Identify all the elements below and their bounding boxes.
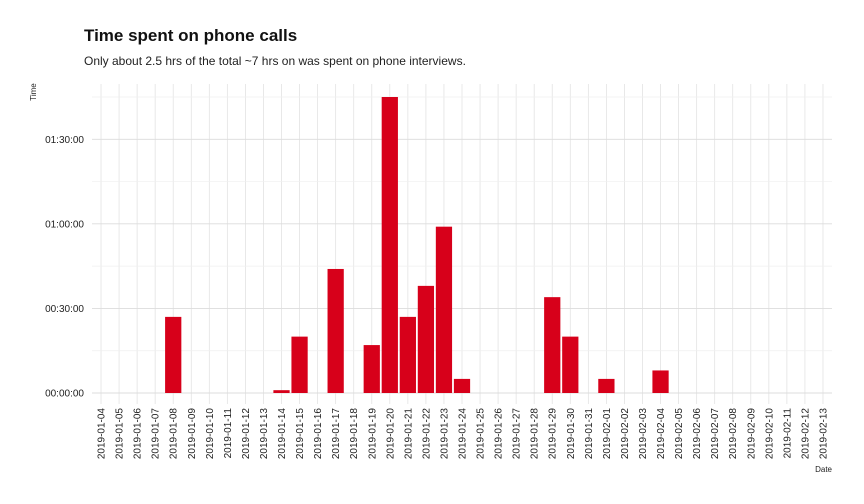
x-tick-label: 2019-02-08 [728, 408, 739, 460]
x-tick-label: 2019-01-11 [223, 408, 234, 459]
x-tick-label: 2019-01-20 [385, 408, 396, 460]
x-tick-label: 2019-01-16 [313, 408, 324, 460]
x-tick-label: 2019-02-12 [800, 408, 811, 460]
y-tick-label: 00:00:00 [45, 389, 84, 400]
x-tick-label: 2019-01-26 [494, 408, 505, 460]
bar [165, 316, 182, 393]
y-tick-labels: 00:00:00 00:30:00 01:00:00 01:30:00 [45, 135, 84, 400]
bar [291, 336, 308, 393]
y-axis-label: Time [29, 83, 38, 101]
x-tick-label: 2019-02-02 [620, 408, 631, 460]
x-axis-label: Date [815, 465, 832, 474]
x-tick-label: 2019-01-23 [439, 408, 450, 460]
x-tick-label: 2019-02-04 [656, 408, 667, 460]
x-tick-label: 2019-01-30 [566, 408, 577, 460]
grid-layer [92, 84, 832, 404]
x-tick-label: 2019-02-09 [746, 408, 757, 460]
x-tick-label: 2019-02-03 [638, 408, 649, 460]
x-tick-label: 2019-02-05 [674, 408, 685, 460]
x-tick-label: 2019-01-17 [331, 408, 342, 460]
x-tick-label: 2019-01-06 [133, 408, 144, 460]
x-tick-label: 2019-01-31 [584, 408, 595, 460]
x-tick-label: 2019-01-04 [97, 408, 108, 460]
x-tick-label: 2019-02-10 [764, 408, 775, 460]
x-tick-label: 2019-01-15 [295, 408, 306, 460]
x-tick-label: 2019-01-29 [548, 408, 559, 460]
bar [562, 336, 579, 393]
bar [327, 268, 344, 393]
x-tick-label: 2019-01-08 [169, 408, 180, 460]
x-tick-label: 2019-01-28 [530, 408, 541, 460]
bar [544, 297, 561, 393]
x-tick-label: 2019-01-18 [349, 408, 360, 460]
y-tick-label: 00:30:00 [45, 304, 84, 315]
bar [381, 97, 398, 393]
x-tick-label: 2019-01-13 [259, 408, 270, 460]
x-tick-label: 2019-01-22 [421, 408, 432, 460]
x-tick-label: 2019-01-09 [187, 408, 198, 460]
bar [417, 285, 435, 393]
bar [273, 390, 290, 393]
x-tick-label: 2019-01-21 [403, 408, 414, 460]
x-tick-label: 2019-02-06 [692, 408, 703, 460]
x-tick-label: 2019-01-07 [151, 408, 162, 460]
y-tick-label: 01:30:00 [45, 135, 84, 146]
bar [652, 370, 669, 393]
bar [598, 378, 615, 393]
x-tick-label: 2019-01-25 [476, 408, 487, 460]
x-tick-label: 2019-01-24 [458, 408, 469, 460]
x-tick-label: 2019-01-05 [115, 408, 126, 460]
bars-layer [165, 97, 669, 393]
x-tick-labels: 2019-01-04 2019-01-05 2019-01-06 2019-01-07… [97, 408, 830, 460]
x-tick-label: 2019-01-27 [512, 408, 523, 460]
y-tick-label: 01:00:00 [45, 219, 84, 230]
chart-subtitle: Only about 2.5 hrs of the total ~7 hrs o… [84, 54, 466, 68]
bar [453, 378, 471, 393]
x-tick-label: 2019-02-01 [602, 408, 613, 460]
x-tick-label: 2019-01-12 [241, 408, 252, 460]
x-tick-label: 2019-01-19 [367, 408, 378, 460]
x-tick-label: 2019-02-11 [782, 408, 793, 459]
x-tick-label: 2019-02-07 [710, 408, 721, 460]
x-tick-label: 2019-02-13 [818, 408, 829, 460]
bar [399, 316, 416, 393]
x-tick-label: 2019-01-10 [205, 408, 216, 460]
x-tick-label: 2019-01-14 [277, 408, 288, 460]
bar [363, 345, 380, 393]
bar [435, 226, 453, 393]
chart-title: Time spent on phone calls [84, 26, 298, 45]
